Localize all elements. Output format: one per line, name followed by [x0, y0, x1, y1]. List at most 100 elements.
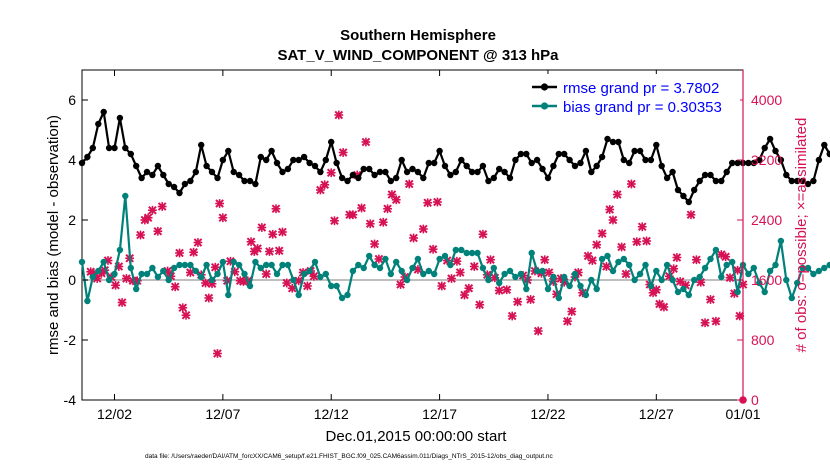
obs-count-marker [261, 269, 271, 279]
bias-point [349, 267, 357, 275]
obs-count-marker [725, 273, 735, 283]
bias-point [598, 255, 606, 263]
rmse-point [663, 174, 671, 182]
bias-point [566, 282, 573, 290]
rmse-point [219, 156, 227, 164]
rmse-point [496, 165, 503, 173]
obs-count-marker [365, 219, 375, 229]
rmse-point [582, 147, 590, 155]
rmse-point [138, 174, 145, 182]
chart-marks [78, 108, 830, 404]
rmse-point [436, 147, 443, 155]
bias-point [176, 261, 183, 269]
rmse-point [360, 165, 367, 173]
rmse-point [821, 141, 828, 149]
bias-point [701, 264, 709, 272]
bias-point [528, 249, 535, 257]
rmse-point [474, 168, 481, 176]
obs-count-marker [540, 255, 550, 265]
bias-point [452, 246, 459, 254]
rmse-point [338, 174, 346, 182]
obs-count-marker [348, 210, 358, 220]
rmse-point [398, 156, 405, 164]
rmse-point [349, 171, 357, 179]
bias-point [653, 267, 660, 275]
bias-point [826, 261, 830, 269]
bias-point [230, 258, 237, 266]
x-tick-label: 12/02 [97, 406, 132, 422]
y2-tick-label: 4000 [751, 92, 782, 108]
rmse-point [403, 168, 411, 176]
obs-count-marker [274, 246, 284, 256]
obs-count-marker [605, 205, 615, 214]
obs-count-marker [659, 302, 669, 312]
rmse-point [382, 168, 389, 176]
bias-point [620, 255, 627, 263]
bias-point [517, 270, 525, 278]
obs-count-marker [608, 215, 618, 225]
rmse-point [176, 189, 183, 197]
obs-count-marker [326, 168, 336, 178]
rmse-point [458, 156, 465, 164]
obs-count-marker [464, 283, 474, 293]
obs-count-marker [338, 148, 348, 157]
rmse-point [479, 162, 487, 170]
bias-point [550, 273, 557, 281]
bias-point [366, 252, 373, 260]
chart-title: Southern Hemisphere [340, 27, 496, 44]
bias-point [198, 273, 205, 281]
obs-count-marker [148, 205, 157, 215]
bias-point [295, 291, 302, 299]
bias-point [821, 264, 828, 272]
obs-count-marker [478, 229, 488, 239]
bias-point [766, 267, 774, 275]
rmse-point [452, 168, 459, 176]
bias-point [317, 273, 324, 281]
rmse-point [783, 171, 790, 179]
bias-point [122, 192, 129, 200]
bias-point [582, 291, 590, 299]
obs-count-marker [563, 316, 572, 326]
rmse-point [669, 168, 676, 176]
bias-point [696, 273, 703, 281]
bias-point [149, 264, 156, 272]
obs-count-marker [309, 271, 319, 281]
bias-point [414, 255, 422, 263]
obs-count-marker [437, 281, 447, 291]
rmse-point [626, 159, 633, 167]
rmse-point [653, 141, 660, 149]
rmse-point [604, 135, 611, 143]
bias-point [523, 285, 530, 293]
y2-tick-label: 0 [751, 392, 759, 408]
y2-tick-label: 2400 [751, 212, 782, 228]
chart-subtitle: SAT_V_WIND_COMPONENT @ 313 hPa [277, 47, 559, 64]
rmse-point [712, 177, 720, 185]
bias-point [539, 267, 546, 275]
bias-point [647, 282, 655, 290]
bias-point [143, 270, 151, 278]
rmse-point [311, 162, 319, 170]
obs-count-marker [361, 137, 371, 147]
bias-point [127, 264, 134, 272]
rmse-point [387, 177, 394, 185]
bias-point [674, 288, 682, 296]
rmse-point [533, 156, 541, 164]
obs-count-marker [621, 269, 631, 279]
obs-count-marker [157, 202, 167, 211]
y-tick-label: 2 [68, 212, 76, 228]
bias-point [723, 261, 730, 269]
y2-tick-label: 800 [751, 332, 775, 348]
bias-point [712, 246, 720, 254]
bias-point [658, 276, 665, 284]
bias-point [436, 255, 443, 263]
bias-point [376, 264, 384, 272]
rmse-point [539, 165, 546, 173]
obs-count-marker [669, 264, 679, 274]
bias-point [311, 258, 319, 266]
rmse-point [257, 153, 264, 161]
obs-count-marker [706, 295, 715, 304]
y-tick-label: 0 [68, 272, 76, 288]
bias-point [203, 261, 210, 269]
bias-point [246, 282, 254, 290]
bias-point [458, 246, 465, 254]
